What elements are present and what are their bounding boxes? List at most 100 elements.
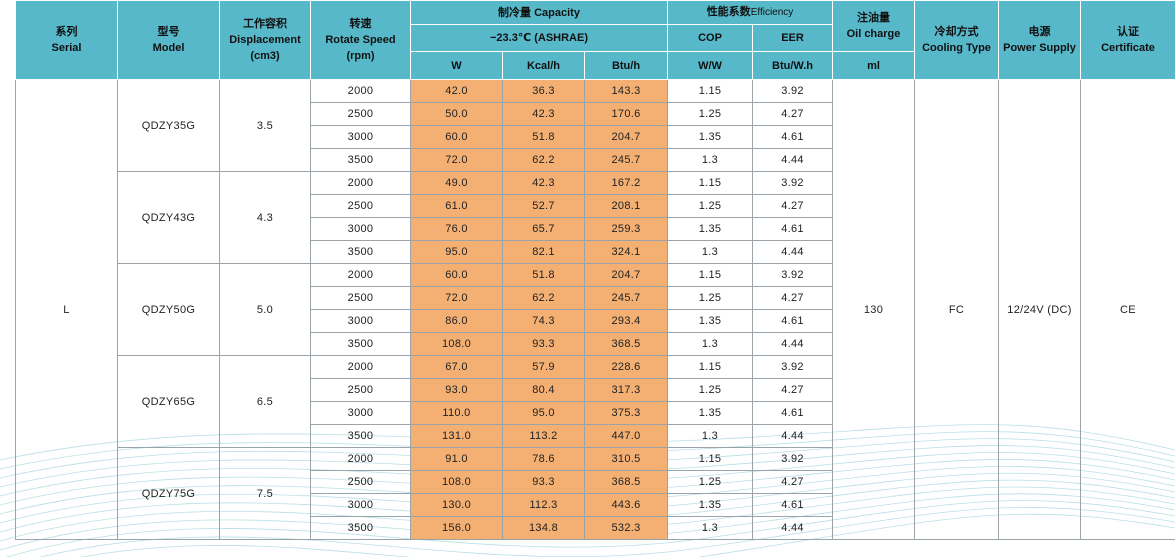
header-unit-btuwh: Btu/W.h: [753, 52, 833, 80]
cop-cell: 1.15: [668, 264, 753, 287]
cop-cell: 1.25: [668, 195, 753, 218]
eer-cell: 3.92: [753, 172, 833, 195]
eer-cell: 4.44: [753, 149, 833, 172]
capacity-btu-cell: 170.6: [585, 103, 668, 126]
capacity-w-cell: 60.0: [411, 264, 503, 287]
table-body: L QDZY35G 3.5 2000 42.0 36.3 143.3 1.15 3.92 130 F…: [16, 80, 1175, 540]
cop-cell: 1.3: [668, 149, 753, 172]
serial-cell: L: [16, 80, 118, 540]
capacity-w-cell: 72.0: [411, 287, 503, 310]
certificate-cell: CE: [1081, 80, 1175, 540]
capacity-kcal-cell: 62.2: [503, 149, 585, 172]
displacement-cell: 6.5: [220, 356, 311, 448]
capacity-w-cell: 61.0: [411, 195, 503, 218]
cop-cell: 1.25: [668, 287, 753, 310]
capacity-w-cell: 91.0: [411, 448, 503, 471]
oil-charge-cell: 130: [833, 80, 915, 540]
eer-cell: 4.27: [753, 471, 833, 494]
speed-cell: 2500: [311, 103, 411, 126]
capacity-btu-cell: 228.6: [585, 356, 668, 379]
model-cell: QDZY35G: [118, 80, 220, 172]
capacity-btu-cell: 368.5: [585, 471, 668, 494]
header-unit-btu: Btu/h: [585, 52, 668, 80]
capacity-btu-cell: 245.7: [585, 149, 668, 172]
speed-cell: 3500: [311, 425, 411, 448]
eer-cell: 4.44: [753, 333, 833, 356]
model-cell: QDZY75G: [118, 448, 220, 540]
capacity-btu-cell: 245.7: [585, 287, 668, 310]
displacement-cell: 5.0: [220, 264, 311, 356]
capacity-btu-cell: 317.3: [585, 379, 668, 402]
speed-cell: 2500: [311, 287, 411, 310]
speed-cell: 2500: [311, 471, 411, 494]
capacity-btu-cell: 143.3: [585, 80, 668, 103]
capacity-btu-cell: 375.3: [585, 402, 668, 425]
model-cell: QDZY65G: [118, 356, 220, 448]
header-unit-w: W: [411, 52, 503, 80]
capacity-btu-cell: 204.7: [585, 264, 668, 287]
capacity-btu-cell: 259.3: [585, 218, 668, 241]
header-unit-ml: ml: [833, 52, 915, 80]
eer-cell: 3.92: [753, 264, 833, 287]
power-supply-cell: 12/24V (DC): [999, 80, 1081, 540]
cop-cell: 1.15: [668, 448, 753, 471]
compressor-spec-table: 系列 Serial 型号 Model 工作容积 Displacement (cm3) 转…: [15, 0, 1175, 540]
header-unit-ww: W/W: [668, 52, 753, 80]
capacity-w-cell: 156.0: [411, 517, 503, 540]
speed-cell: 3000: [311, 126, 411, 149]
capacity-w-cell: 50.0: [411, 103, 503, 126]
eer-cell: 4.27: [753, 103, 833, 126]
eer-cell: 4.61: [753, 218, 833, 241]
speed-cell: 3500: [311, 333, 411, 356]
capacity-kcal-cell: 78.6: [503, 448, 585, 471]
capacity-w-cell: 108.0: [411, 471, 503, 494]
capacity-btu-cell: 293.4: [585, 310, 668, 333]
speed-cell: 3000: [311, 494, 411, 517]
capacity-btu-cell: 368.5: [585, 333, 668, 356]
capacity-w-cell: 110.0: [411, 402, 503, 425]
header-efficiency: 性能系数Efficiency: [668, 1, 833, 25]
eer-cell: 4.61: [753, 402, 833, 425]
eer-cell: 4.27: [753, 287, 833, 310]
capacity-w-cell: 93.0: [411, 379, 503, 402]
model-cell: QDZY50G: [118, 264, 220, 356]
eer-cell: 4.27: [753, 379, 833, 402]
capacity-w-cell: 67.0: [411, 356, 503, 379]
eer-cell: 4.61: [753, 126, 833, 149]
capacity-kcal-cell: 62.2: [503, 287, 585, 310]
eer-cell: 4.44: [753, 517, 833, 540]
eer-cell: 4.27: [753, 195, 833, 218]
capacity-kcal-cell: 42.3: [503, 103, 585, 126]
capacity-btu-cell: 324.1: [585, 241, 668, 264]
header-rotate-speed: 转速 Rotate Speed (rpm): [311, 1, 411, 80]
speed-cell: 3500: [311, 517, 411, 540]
cop-cell: 1.35: [668, 126, 753, 149]
eer-cell: 3.92: [753, 448, 833, 471]
table-row: L QDZY35G 3.5 2000 42.0 36.3 143.3 1.15 3.92 130 F…: [16, 80, 1175, 103]
header-cooling-type: 冷却方式 Cooling Type: [915, 1, 999, 80]
capacity-w-cell: 76.0: [411, 218, 503, 241]
capacity-kcal-cell: 134.8: [503, 517, 585, 540]
capacity-kcal-cell: 74.3: [503, 310, 585, 333]
capacity-kcal-cell: 113.2: [503, 425, 585, 448]
speed-cell: 2000: [311, 356, 411, 379]
displacement-cell: 7.5: [220, 448, 311, 540]
speed-cell: 3000: [311, 310, 411, 333]
speed-cell: 3500: [311, 241, 411, 264]
capacity-w-cell: 42.0: [411, 80, 503, 103]
cop-cell: 1.3: [668, 425, 753, 448]
capacity-kcal-cell: 93.3: [503, 333, 585, 356]
capacity-btu-cell: 532.3: [585, 517, 668, 540]
capacity-w-cell: 131.0: [411, 425, 503, 448]
capacity-btu-cell: 443.6: [585, 494, 668, 517]
header-eer: EER: [753, 25, 833, 52]
capacity-w-cell: 72.0: [411, 149, 503, 172]
header-model: 型号 Model: [118, 1, 220, 80]
capacity-kcal-cell: 57.9: [503, 356, 585, 379]
cop-cell: 1.25: [668, 379, 753, 402]
speed-cell: 3000: [311, 402, 411, 425]
capacity-btu-cell: 208.1: [585, 195, 668, 218]
header-cop: COP: [668, 25, 753, 52]
capacity-w-cell: 130.0: [411, 494, 503, 517]
cop-cell: 1.15: [668, 80, 753, 103]
